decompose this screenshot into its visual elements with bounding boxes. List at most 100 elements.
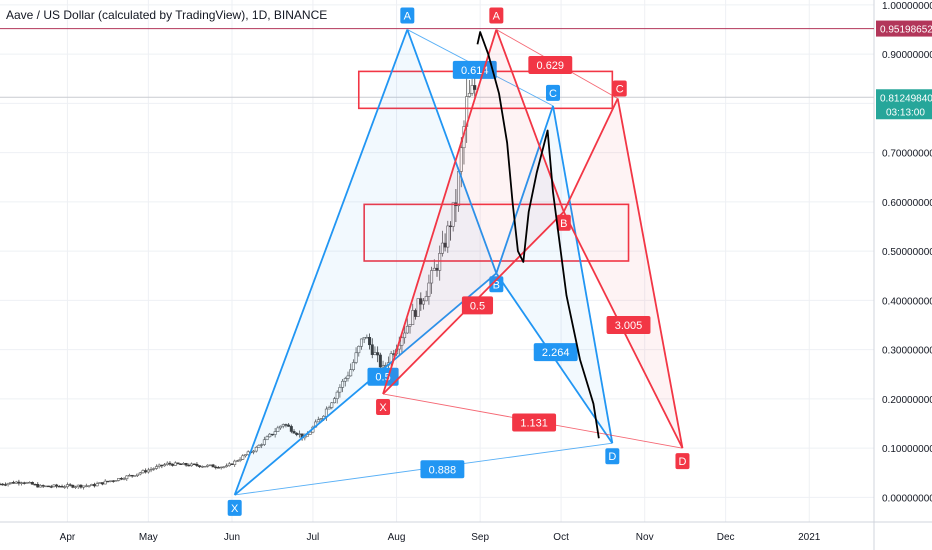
candle-body — [38, 485, 42, 488]
candle-body — [111, 480, 115, 482]
candle-body — [98, 482, 102, 485]
point-label-bg — [675, 453, 690, 470]
candle-body — [446, 225, 450, 248]
countdown-label: 03:13:00 — [886, 107, 925, 118]
candle-body — [289, 426, 293, 432]
candle-body — [95, 483, 99, 487]
candle-body — [163, 464, 167, 467]
candle-body — [368, 337, 372, 346]
candle-body — [346, 375, 350, 379]
candle-body — [87, 485, 91, 487]
point-label-bg — [489, 7, 504, 24]
candle-body — [36, 484, 40, 488]
candle-body — [243, 454, 247, 457]
point-label-bg — [556, 214, 571, 231]
candle-body — [57, 485, 61, 488]
candle-body — [208, 464, 212, 466]
candle-body — [60, 486, 64, 488]
candle-body — [103, 480, 107, 485]
point-label-bg — [545, 84, 560, 101]
candle-body — [260, 444, 264, 446]
candle-body — [470, 85, 474, 94]
candle-body — [190, 463, 194, 467]
candle-body — [44, 485, 48, 488]
candle-body — [279, 425, 283, 429]
candle-body — [181, 463, 185, 465]
ratio-label-bg — [533, 343, 578, 362]
candle-body — [254, 446, 258, 452]
candle-body — [119, 477, 123, 480]
candle-body — [154, 466, 158, 469]
candle-body — [332, 398, 336, 404]
point-label: X — [231, 503, 239, 515]
candle-body — [157, 464, 161, 467]
candle-body — [292, 431, 296, 434]
candle-body — [327, 407, 331, 410]
candle-body — [381, 365, 385, 368]
candle-body — [125, 475, 129, 480]
candle-body — [184, 463, 188, 466]
candle-body — [235, 460, 239, 462]
pattern-triangle — [563, 98, 683, 449]
point-label: B — [560, 218, 567, 230]
candle-body — [136, 473, 140, 476]
x-tick-label: Nov — [636, 532, 654, 543]
candle-body — [225, 465, 229, 468]
candle-body — [22, 482, 26, 484]
candle-body — [330, 402, 334, 408]
point-label: B — [493, 279, 500, 291]
y-tick-label: 0.60000000 — [882, 198, 932, 209]
candle-body — [3, 484, 7, 486]
candle-body — [416, 298, 420, 317]
point-label-bg — [489, 276, 504, 293]
candle-body — [90, 484, 94, 487]
candle-body — [195, 463, 199, 466]
candle-body — [106, 480, 110, 483]
candle-body — [71, 484, 75, 488]
candle-body — [349, 369, 353, 377]
current-price-tag — [876, 89, 932, 120]
candle-body — [74, 486, 78, 488]
ratio-label: 3.005 — [615, 320, 643, 332]
point-label: X — [379, 402, 387, 414]
y-tick-label: 0.20000000 — [882, 395, 932, 406]
candle-body — [238, 459, 242, 462]
candle-body — [467, 92, 471, 97]
candle-body — [265, 436, 269, 441]
candle-body — [33, 483, 37, 486]
candle-body — [214, 466, 218, 469]
y-tick-label: 0.00000000 — [882, 493, 932, 504]
point-label-bg — [227, 499, 242, 516]
point-label-bg — [376, 398, 391, 415]
candle-body — [117, 477, 121, 481]
candle-body — [171, 463, 175, 466]
candle-body — [49, 486, 53, 488]
candle-body — [114, 480, 118, 482]
candle-body — [357, 345, 361, 354]
pattern-triangle — [234, 29, 497, 495]
candle-body — [30, 481, 34, 485]
candle-body — [41, 485, 45, 487]
candle-body — [6, 483, 10, 486]
x-tick-label: Jun — [224, 532, 240, 543]
candle-body — [276, 427, 280, 432]
y-tick-label: 0.90000000 — [882, 50, 932, 61]
candle-body — [25, 482, 29, 484]
x-tick-label: 2021 — [798, 532, 821, 543]
candle-body — [287, 424, 291, 427]
candle-body — [403, 332, 407, 339]
ratio-label-bg — [606, 316, 651, 335]
ratio-label: 1.131 — [520, 418, 548, 430]
candle-body — [165, 462, 169, 465]
candle-body — [76, 484, 80, 488]
candle-body — [160, 464, 164, 467]
current-price-label: 0.81249840 — [880, 93, 932, 104]
candle-body — [152, 468, 156, 470]
pattern-leg — [562, 98, 619, 213]
point-label: A — [493, 11, 501, 23]
candle-body — [411, 310, 415, 325]
candle-body — [28, 481, 32, 484]
pattern-red: 0.5 0.629 3.005 1.131 X A B C D — [376, 7, 690, 470]
pattern-leg — [234, 272, 497, 496]
